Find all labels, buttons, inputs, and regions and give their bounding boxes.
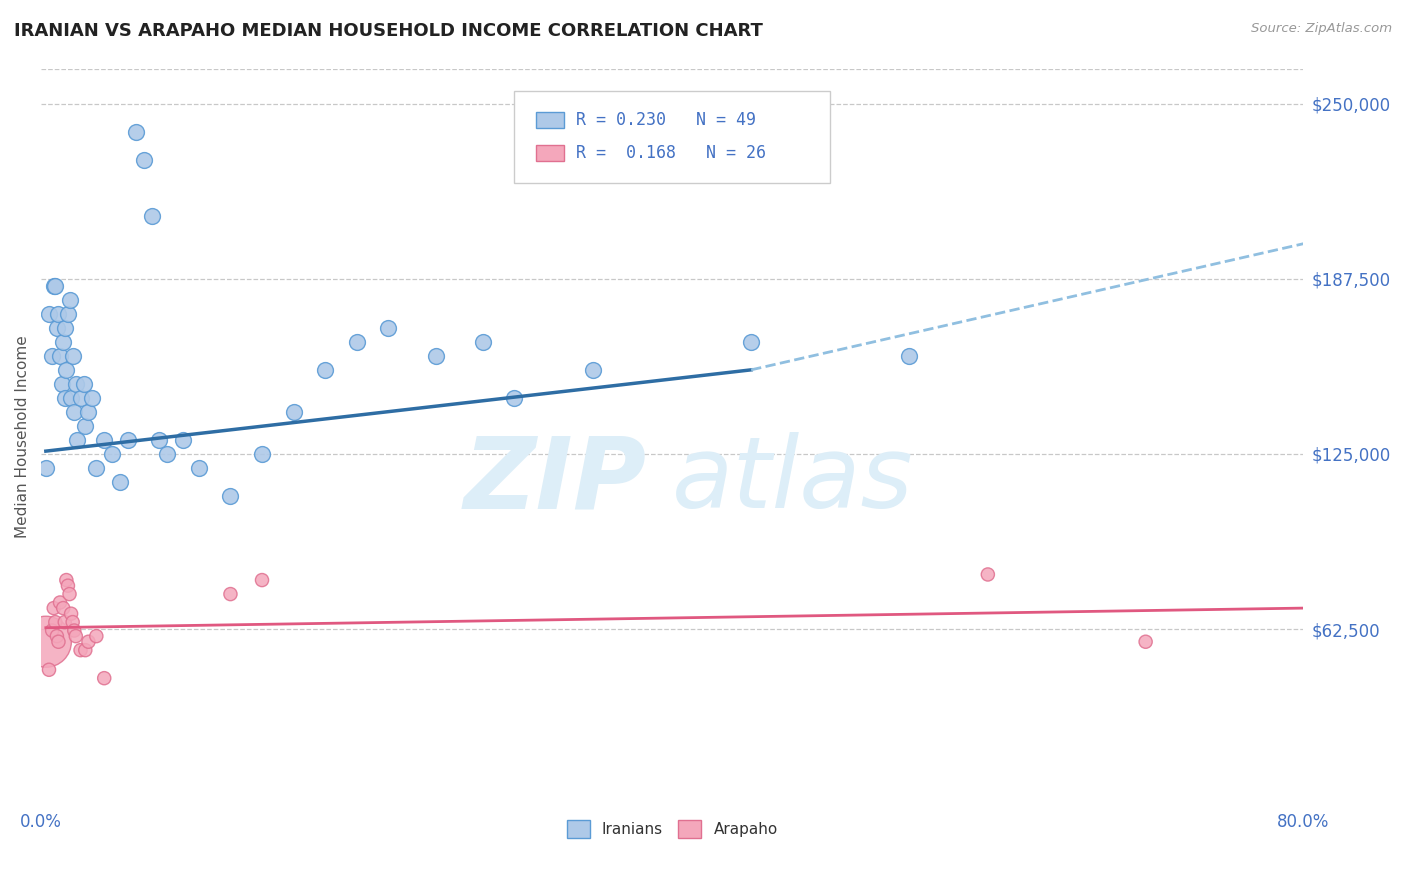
Point xyxy=(117,433,139,447)
Point xyxy=(77,634,100,648)
Text: IRANIAN VS ARAPAHO MEDIAN HOUSEHOLD INCOME CORRELATION CHART: IRANIAN VS ARAPAHO MEDIAN HOUSEHOLD INCO… xyxy=(14,22,763,40)
Point xyxy=(75,418,97,433)
Point xyxy=(69,391,91,405)
Text: atlas: atlas xyxy=(672,432,914,529)
Point xyxy=(44,278,66,293)
Text: Source: ZipAtlas.com: Source: ZipAtlas.com xyxy=(1251,22,1392,36)
Point xyxy=(56,307,79,321)
Point xyxy=(60,391,83,405)
Text: R = 0.230   N = 49: R = 0.230 N = 49 xyxy=(576,111,756,129)
Bar xyxy=(536,112,564,128)
Point xyxy=(53,391,76,405)
Point xyxy=(219,489,242,503)
Point xyxy=(172,433,194,447)
Point xyxy=(86,461,108,475)
Text: R =  0.168   N = 26: R = 0.168 N = 26 xyxy=(576,145,766,162)
Legend: Iranians, Arapaho: Iranians, Arapaho xyxy=(561,814,783,845)
Point xyxy=(38,663,60,677)
Point xyxy=(41,624,63,638)
Point xyxy=(897,349,920,363)
Point xyxy=(582,363,605,377)
Point xyxy=(314,363,336,377)
Point xyxy=(58,587,80,601)
Point xyxy=(1135,634,1157,648)
Point xyxy=(148,433,170,447)
Point xyxy=(52,601,75,615)
Point xyxy=(56,579,79,593)
Y-axis label: Median Household Income: Median Household Income xyxy=(15,335,30,538)
Bar xyxy=(536,145,564,161)
Point xyxy=(101,447,124,461)
Point xyxy=(250,447,273,461)
Point xyxy=(425,349,447,363)
Point xyxy=(65,376,87,391)
Point xyxy=(62,349,84,363)
Point xyxy=(45,320,67,334)
Point xyxy=(48,307,70,321)
Point xyxy=(125,125,148,139)
Point xyxy=(69,643,91,657)
Point xyxy=(42,601,65,615)
Point xyxy=(42,278,65,293)
Point xyxy=(377,320,399,334)
Point xyxy=(52,334,75,349)
Point xyxy=(35,634,58,648)
Point xyxy=(45,629,67,643)
Point xyxy=(49,595,72,609)
Point xyxy=(38,307,60,321)
Point xyxy=(471,334,494,349)
Point xyxy=(53,320,76,334)
Point xyxy=(55,363,77,377)
Point xyxy=(44,615,66,629)
Point xyxy=(73,376,96,391)
Point xyxy=(283,405,305,419)
Point xyxy=(65,629,87,643)
Text: ZIP: ZIP xyxy=(464,432,647,529)
Point xyxy=(503,391,526,405)
Point xyxy=(132,153,155,167)
Point xyxy=(93,671,115,685)
Point xyxy=(55,573,77,587)
Point xyxy=(51,376,73,391)
Point xyxy=(77,405,100,419)
Point xyxy=(75,643,97,657)
Point xyxy=(740,334,762,349)
Point xyxy=(108,475,131,489)
Point xyxy=(141,209,163,223)
Point xyxy=(86,629,108,643)
Point xyxy=(66,433,89,447)
Point xyxy=(41,349,63,363)
Point xyxy=(63,405,86,419)
Point xyxy=(58,293,80,307)
Point xyxy=(187,461,209,475)
Point xyxy=(156,447,179,461)
Point xyxy=(977,567,1000,582)
Point xyxy=(60,607,83,621)
Point xyxy=(346,334,368,349)
Point xyxy=(53,615,76,629)
Point xyxy=(80,391,103,405)
Point xyxy=(48,634,70,648)
FancyBboxPatch shape xyxy=(515,91,830,183)
Point xyxy=(35,461,58,475)
Point xyxy=(62,615,84,629)
Point xyxy=(63,624,86,638)
Point xyxy=(250,573,273,587)
Point xyxy=(49,349,72,363)
Point xyxy=(93,433,115,447)
Point xyxy=(219,587,242,601)
